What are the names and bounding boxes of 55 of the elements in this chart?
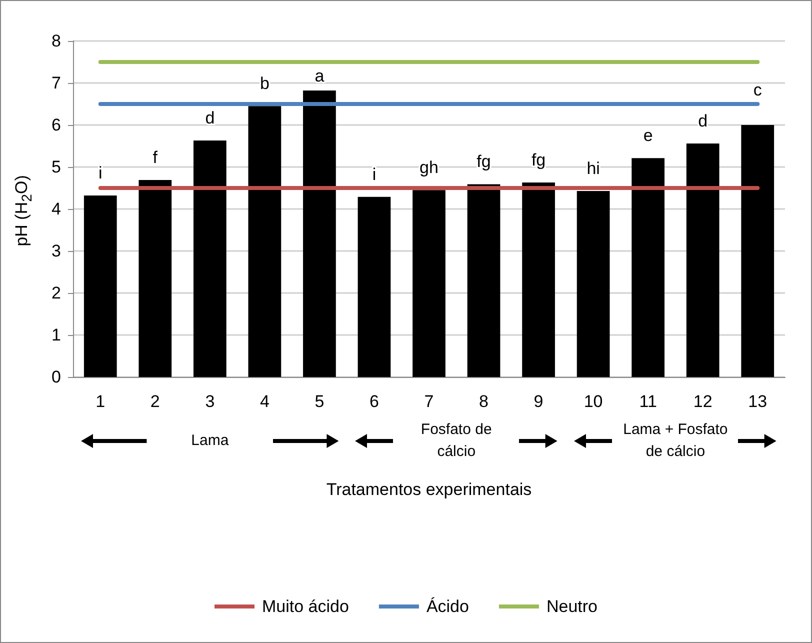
bar	[193, 140, 226, 377]
data-label: fg	[476, 152, 491, 172]
bar	[84, 196, 117, 377]
x-tick-label: 5	[314, 392, 324, 411]
data-label: c	[753, 80, 762, 100]
legend-label: Ácido	[426, 597, 469, 616]
y-tick-label: 4	[52, 200, 61, 218]
legend-label: Muito ácido	[262, 597, 349, 616]
x-tick-label: 10	[584, 392, 603, 411]
y-tick-label: 0	[52, 368, 61, 386]
y-tick-label: 1	[52, 326, 61, 344]
bar	[303, 90, 336, 377]
text: Lama	[190, 431, 230, 451]
x-tick-label: 6	[369, 392, 379, 411]
data-label: f	[152, 148, 158, 168]
data-label: hi	[586, 158, 600, 178]
data-label: a	[314, 66, 325, 86]
data-label: fg	[531, 150, 546, 170]
data-label: i	[372, 164, 376, 184]
data-label: gh	[420, 158, 438, 178]
bar	[358, 196, 391, 377]
x-axis-title: Tratamentos experimentais	[326, 480, 532, 499]
bar	[248, 106, 282, 377]
data-label: e	[643, 126, 653, 146]
x-tick-label: 1	[96, 392, 106, 411]
x-tick-label: 2	[150, 392, 160, 411]
bar	[632, 158, 665, 377]
y-tick-label: 5	[52, 158, 61, 176]
data-label: i	[98, 164, 102, 183]
x-tick-label: 11	[639, 392, 657, 411]
x-tick-label: 7	[424, 392, 434, 411]
x-tick-label: 9	[534, 392, 544, 411]
x-tick-label: 13	[748, 392, 768, 411]
bar	[138, 180, 172, 377]
text: Lama + Fosfato de cálcio	[622, 420, 729, 462]
y-tick-label: 7	[52, 74, 61, 92]
text: Fosfato de cálcio	[420, 420, 493, 462]
legend-label: Neutro	[546, 597, 598, 616]
x-tick-label: 12	[693, 392, 712, 411]
bar	[741, 125, 774, 377]
data-label: d	[205, 108, 215, 128]
x-tick-label: 3	[205, 392, 215, 411]
x-tick-label: 4	[260, 392, 270, 411]
bar	[522, 182, 555, 377]
bar	[686, 143, 720, 377]
y-tick-label: 3	[52, 242, 61, 260]
x-tick-label: 8	[479, 392, 489, 411]
y-tick-label: 8	[52, 32, 61, 50]
y-tick-label: 2	[52, 284, 61, 302]
y-tick-label: 6	[52, 116, 61, 134]
data-label: b	[260, 74, 270, 94]
bar	[576, 190, 610, 377]
bar	[412, 190, 446, 377]
bar	[467, 184, 500, 377]
data-label: d	[698, 111, 708, 130]
